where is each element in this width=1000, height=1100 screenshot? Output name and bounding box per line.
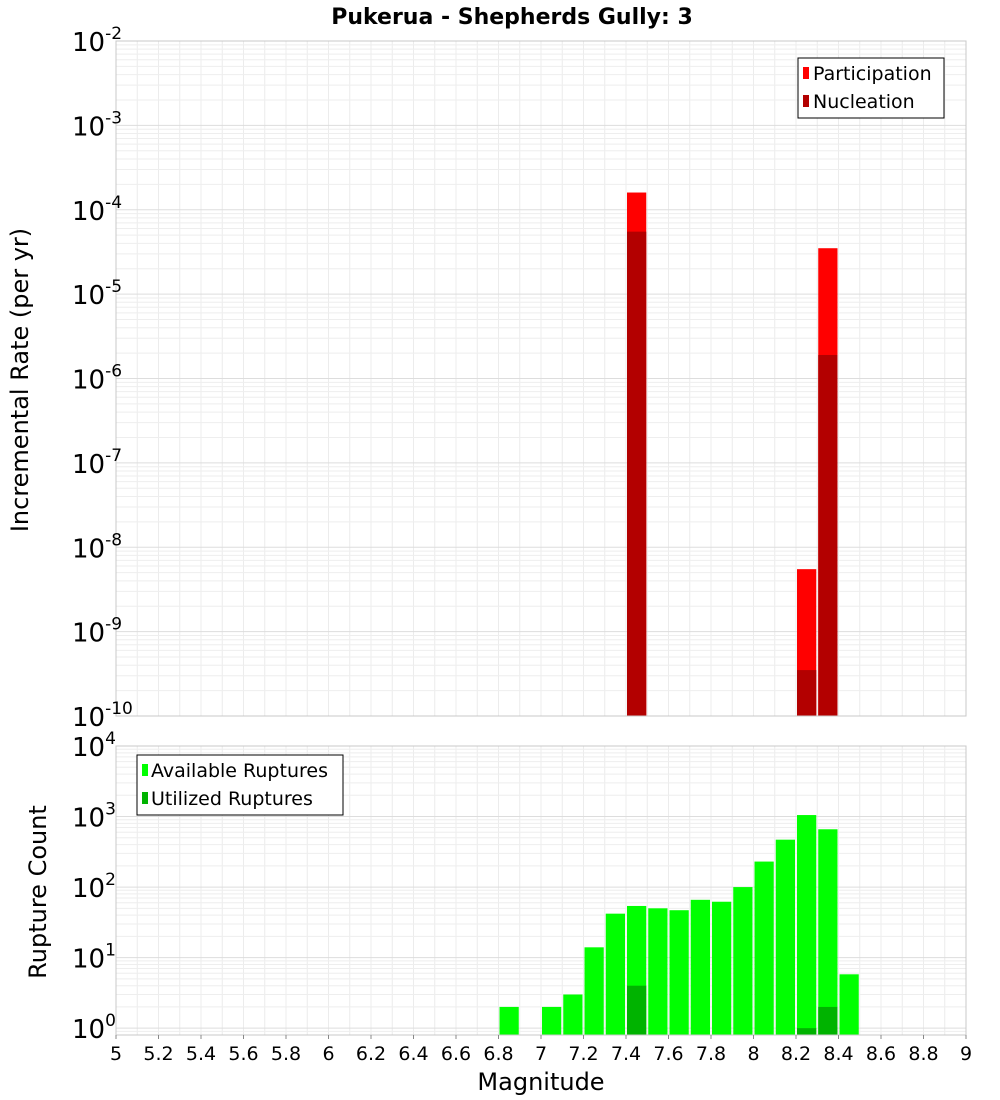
- x-tick-label: 8.4: [823, 1043, 853, 1065]
- bottom-bar-s1: [818, 1006, 838, 1035]
- x-ticks: 5 5.2 5.4 5.6 5.8 6 6.2 6.4 6.6 6.8 7 7.2 7.4 7.6 7.8 8…: [110, 1035, 972, 1065]
- top-bar-s1: [797, 670, 817, 716]
- chart-title: Pukerua - Shepherds Gully: 3: [331, 5, 693, 30]
- legend-swatch-participation: [803, 67, 809, 79]
- top-y-tick-label: 10-10: [72, 699, 133, 733]
- legend-label-utilized: Utilized Ruptures: [151, 788, 313, 810]
- top-panel: 10-10 10-9 10-8 10-7 10-6 10-5 10-4 10-3 10-2 In…: [6, 24, 967, 733]
- x-tick-label: 7.6: [653, 1043, 683, 1065]
- legend-swatch-utilized: [142, 792, 148, 804]
- bottom-legend-box: [136, 754, 344, 816]
- x-tick-label: 6: [322, 1043, 334, 1065]
- x-tick-label: 8.2: [781, 1043, 811, 1065]
- top-y-tick-label: 10-5: [72, 277, 122, 311]
- top-y-tick-label: 10-2: [72, 24, 122, 58]
- top-legend-box: [797, 57, 945, 119]
- bottom-y-axis-label: Rupture Count: [24, 805, 52, 979]
- legend-swatch-available: [142, 764, 148, 776]
- x-tick-label: 7: [535, 1043, 547, 1065]
- bottom-bar-s0: [797, 815, 817, 1035]
- legend-label-available: Available Ruptures: [151, 760, 328, 782]
- top-y-tick-label: 10-3: [72, 108, 122, 142]
- bottom-y-tick-label: 100: [72, 1011, 116, 1045]
- bottom-bar-s1: [627, 985, 647, 1035]
- x-tick-label: 6.6: [441, 1043, 471, 1065]
- top-y-tick-label: 10-8: [72, 530, 122, 564]
- bottom-bar-s0: [648, 908, 668, 1035]
- top-y-axis-label: Incremental Rate (per yr): [6, 228, 34, 532]
- bottom-bar-s0: [839, 974, 859, 1035]
- x-tick-label: 9: [960, 1043, 972, 1065]
- x-tick-label: 7.8: [696, 1043, 726, 1065]
- top-y-ticks: 10-10 10-9 10-8 10-7 10-6 10-5 10-4 10-3 10-2: [72, 24, 133, 733]
- x-tick-label: 7.4: [611, 1043, 641, 1065]
- x-tick-label: 6.2: [356, 1043, 386, 1065]
- bottom-y-tick-label: 103: [72, 800, 116, 834]
- bottom-bar-s0: [690, 899, 710, 1035]
- bottom-bar-s0: [754, 861, 774, 1035]
- bottom-bar-s0: [818, 829, 838, 1035]
- bottom-bar-s0: [669, 910, 689, 1035]
- bottom-bar-s0: [499, 1006, 519, 1035]
- bottom-y-tick-label: 104: [72, 729, 116, 763]
- bottom-bar-s1: [797, 1028, 817, 1035]
- bottom-bar-s0: [563, 994, 583, 1035]
- legend-swatch-nucleation: [803, 95, 809, 107]
- x-tick-label: 5.8: [271, 1043, 301, 1065]
- top-bars: [627, 192, 838, 717]
- top-y-tick-label: 10-6: [72, 362, 122, 396]
- bottom-bar-s0: [542, 1006, 562, 1035]
- top-plot-border: [115, 40, 967, 717]
- bottom-bar-s0: [775, 839, 795, 1035]
- x-tick-label: 8.8: [908, 1043, 938, 1065]
- bottom-bar-s0: [605, 913, 625, 1035]
- legend-label-participation: Participation: [813, 63, 932, 85]
- x-tick-label: 6.8: [483, 1043, 513, 1065]
- legend-label-nucleation: Nucleation: [813, 91, 915, 113]
- x-tick-label: 5.4: [186, 1043, 216, 1065]
- x-tick-label: 6.4: [398, 1043, 428, 1065]
- top-grid: [116, 41, 966, 717]
- bottom-y-tick-label: 102: [72, 870, 116, 904]
- bottom-panel: 100 101 102 103 104 Rupture Count Available …: [24, 729, 972, 1096]
- top-bar-s1: [818, 354, 838, 716]
- x-tick-label: 8.6: [866, 1043, 896, 1065]
- bottom-y-tick-label: 101: [72, 941, 116, 975]
- top-legend: Participation Nucleation: [797, 57, 945, 119]
- x-tick-label: 5: [110, 1043, 122, 1065]
- x-tick-label: 5.6: [228, 1043, 258, 1065]
- bottom-legend: Available Ruptures Utilized Ruptures: [136, 754, 344, 816]
- x-tick-label: 8: [747, 1043, 759, 1065]
- bottom-bar-s0: [733, 887, 753, 1035]
- bottom-bars: [499, 815, 859, 1035]
- top-y-tick-label: 10-4: [72, 193, 122, 227]
- x-tick-label: 5.2: [143, 1043, 173, 1065]
- top-bar-s1: [627, 231, 647, 716]
- bottom-bar-s0: [584, 947, 604, 1035]
- top-y-tick-label: 10-9: [72, 615, 122, 649]
- bottom-bar-s0: [712, 901, 732, 1035]
- x-axis-label: Magnitude: [477, 1068, 604, 1096]
- top-y-tick-label: 10-7: [72, 446, 122, 480]
- x-tick-label: 7.2: [568, 1043, 598, 1065]
- bottom-y-ticks: 100 101 102 103 104: [72, 729, 116, 1045]
